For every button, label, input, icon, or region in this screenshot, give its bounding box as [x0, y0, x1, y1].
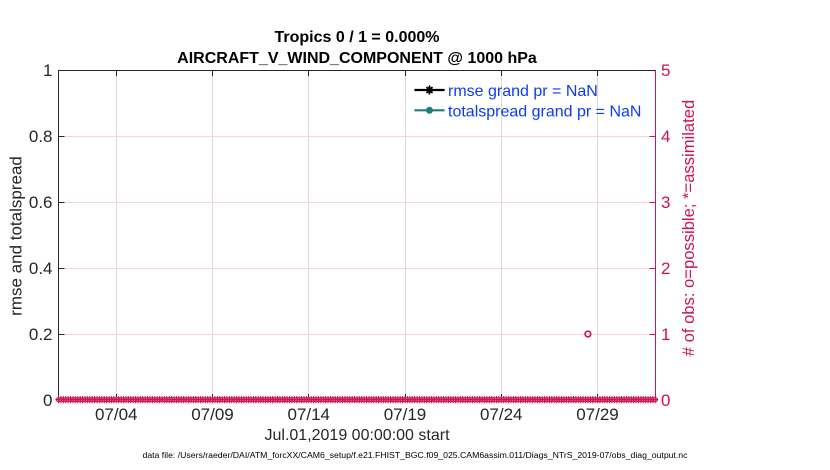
svg-text:07/04: 07/04 — [95, 405, 138, 424]
svg-text:07/29: 07/29 — [576, 405, 619, 424]
svg-text:0: 0 — [661, 391, 670, 410]
svg-text:4: 4 — [661, 127, 670, 146]
svg-text:0.2: 0.2 — [29, 325, 53, 344]
svg-text:0.4: 0.4 — [29, 259, 53, 278]
svg-text:3: 3 — [661, 193, 670, 212]
svg-text:Jul.01,2019 00:00:00 start: Jul.01,2019 00:00:00 start — [264, 427, 450, 444]
svg-text:0.6: 0.6 — [29, 193, 53, 212]
svg-text:07/24: 07/24 — [480, 405, 523, 424]
svg-text:data file: /Users/raeder/DAI/A: data file: /Users/raeder/DAI/ATM_forcXX/… — [142, 450, 688, 460]
svg-text:rmse grand pr = NaN: rmse grand pr = NaN — [448, 83, 598, 100]
svg-text:Tropics 0 / 1 = 0.000%: Tropics 0 / 1 = 0.000% — [275, 29, 440, 46]
svg-text:0: 0 — [43, 391, 52, 410]
svg-text:07/09: 07/09 — [191, 405, 234, 424]
svg-text:1: 1 — [661, 325, 670, 344]
svg-text:# of obs: o=possible; *=assimi: # of obs: o=possible; *=assimilated — [679, 100, 698, 356]
svg-text:07/19: 07/19 — [384, 405, 427, 424]
svg-text:07/14: 07/14 — [287, 405, 330, 424]
svg-text:rmse and totalspread: rmse and totalspread — [7, 156, 26, 316]
svg-text:AIRCRAFT_V_WIND_COMPONENT @ 10: AIRCRAFT_V_WIND_COMPONENT @ 1000 hPa — [177, 50, 537, 67]
svg-text:2: 2 — [661, 259, 670, 278]
svg-text:0.8: 0.8 — [29, 127, 53, 146]
svg-text:totalspread grand pr = NaN: totalspread grand pr = NaN — [448, 103, 641, 120]
svg-text:1: 1 — [43, 61, 52, 80]
svg-text:5: 5 — [661, 61, 670, 80]
